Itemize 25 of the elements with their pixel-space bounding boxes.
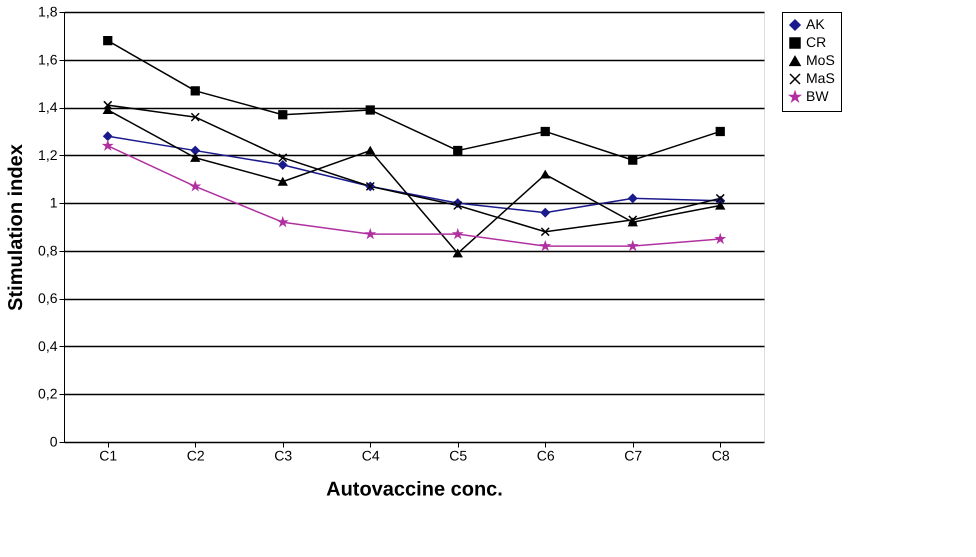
y-tick-label: 0,2 xyxy=(38,386,58,402)
legend-label: CR xyxy=(806,34,826,50)
x-tick-label: C7 xyxy=(624,448,642,464)
y-tick-label: 1,2 xyxy=(38,146,58,163)
y-tick-label: 0,8 xyxy=(38,242,58,258)
y-tick-label: 1,8 xyxy=(38,4,58,20)
legend-label: MoS xyxy=(806,52,835,68)
x-axis-title: Autovaccine conc. xyxy=(326,478,503,500)
x-tick-label: C3 xyxy=(274,448,292,464)
x-tick-label: C1 xyxy=(99,448,118,464)
y-tick-label: 1,6 xyxy=(38,51,58,68)
y-axis-title: Stimulation index xyxy=(5,144,28,311)
x-tick-label: C5 xyxy=(449,448,468,464)
y-tick-label: 1 xyxy=(50,194,58,211)
x-tick-label: C2 xyxy=(186,448,205,464)
x-tick-label: C6 xyxy=(536,448,555,464)
y-tick-label: 0,6 xyxy=(38,290,58,306)
legend-label: AK xyxy=(806,16,826,32)
y-tick-label: 1,4 xyxy=(38,99,58,116)
legend-label: BW xyxy=(806,88,830,104)
y-tick-label: 0 xyxy=(50,434,58,450)
y-tick-label: 0,4 xyxy=(38,338,58,354)
x-tick-label: C4 xyxy=(362,448,380,464)
legend-label: MaS xyxy=(806,70,835,86)
x-tick-label: C8 xyxy=(712,448,730,464)
